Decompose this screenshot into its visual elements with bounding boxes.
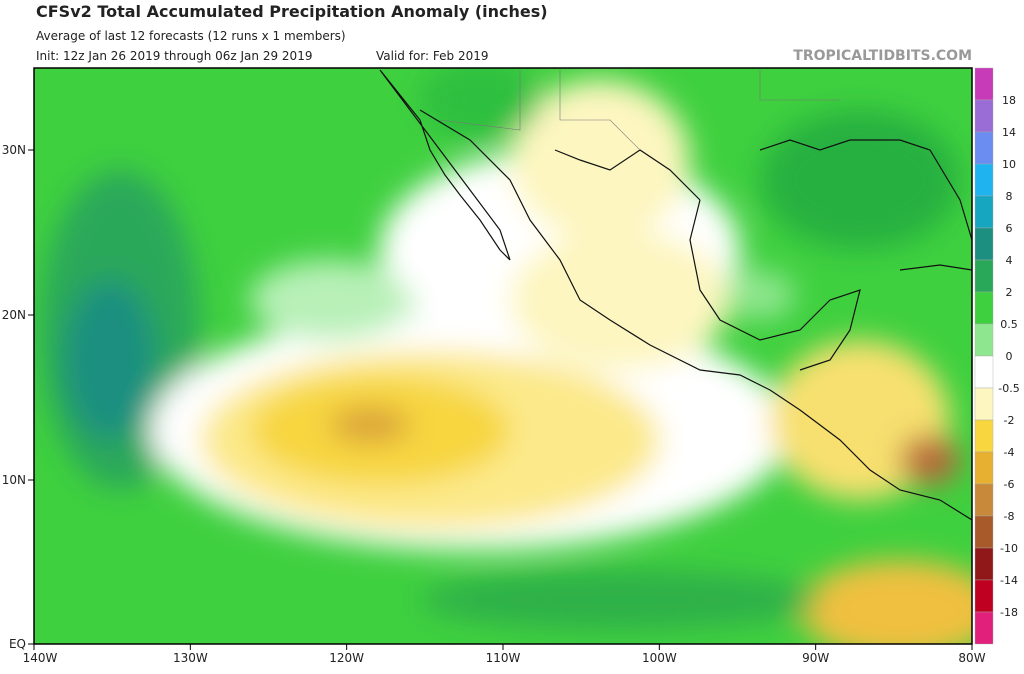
map — [34, 68, 972, 644]
lat-label: 10N — [2, 473, 26, 487]
colorbar-label: 10 — [1002, 158, 1016, 171]
colorbar-swatch — [974, 451, 994, 485]
colorbar-label: 0 — [1006, 350, 1013, 363]
colorbar-label: 18 — [1002, 94, 1016, 107]
lat-label: EQ — [9, 637, 26, 651]
valid: Valid for: Feb 2019 — [376, 49, 488, 63]
colorbar-label: -6 — [1004, 478, 1015, 491]
colorbar-swatch — [974, 387, 994, 421]
colorbar-swatch — [974, 99, 994, 133]
lon-label: 90W — [802, 651, 829, 665]
colorbar-label: 4 — [1006, 254, 1013, 267]
lon-label: 120W — [329, 651, 364, 665]
colorbar-label: -4 — [1004, 446, 1015, 459]
colorbar-label: 6 — [1006, 222, 1013, 235]
lon-label: 110W — [486, 651, 521, 665]
source: TROPICALTIDBITS.COM — [793, 48, 972, 64]
lon-label: 100W — [642, 651, 677, 665]
colorbar-label: -14 — [1000, 574, 1018, 587]
colorbar-label: -18 — [1000, 606, 1018, 619]
init: Init: 12z Jan 26 2019 through 06z Jan 29… — [36, 49, 312, 63]
colorbar-swatch — [974, 259, 994, 293]
colorbar-label: 14 — [1002, 126, 1016, 139]
colorbar-label: -10 — [1000, 542, 1018, 555]
colorbar-swatch — [974, 195, 994, 229]
subtitle: Average of last 12 forecasts (12 runs x … — [36, 29, 346, 43]
colorbar-swatch — [974, 547, 994, 581]
lon-label: 140W — [23, 651, 58, 665]
colorbar-label: 8 — [1006, 190, 1013, 203]
colorbar-swatch — [974, 611, 994, 645]
colorbar-swatch — [974, 483, 994, 517]
colorbar-swatch — [974, 131, 994, 165]
title: CFSv2 Total Accumulated Precipitation An… — [36, 2, 548, 21]
colorbar-swatch — [974, 355, 994, 389]
colorbar-swatch — [974, 67, 994, 101]
colorbar: 18 14 10 8 6 4 2 0.5 0 -0.5 -2 -4 -6 -8 -10 -14 -18 — [974, 67, 1020, 645]
lat-label: 20N — [2, 308, 26, 322]
colorbar-label: -2 — [1004, 414, 1015, 427]
colorbar-swatch — [974, 323, 994, 357]
colorbar-swatch — [974, 227, 994, 261]
lon-label: 80W — [958, 651, 985, 665]
colorbar-swatch — [974, 579, 994, 613]
colorbar-label: -8 — [1004, 510, 1015, 523]
colorbar-swatch — [974, 163, 994, 197]
colorbar-label: 0.5 — [1000, 318, 1018, 331]
colorbar-label: -0.5 — [998, 382, 1019, 395]
lon-label: 130W — [173, 651, 208, 665]
colorbar-swatch — [974, 291, 994, 325]
lat-label: 30N — [2, 143, 26, 157]
colorbar-swatch — [974, 515, 994, 549]
colorbar-label: 2 — [1006, 286, 1013, 299]
colorbar-swatch — [974, 419, 994, 453]
